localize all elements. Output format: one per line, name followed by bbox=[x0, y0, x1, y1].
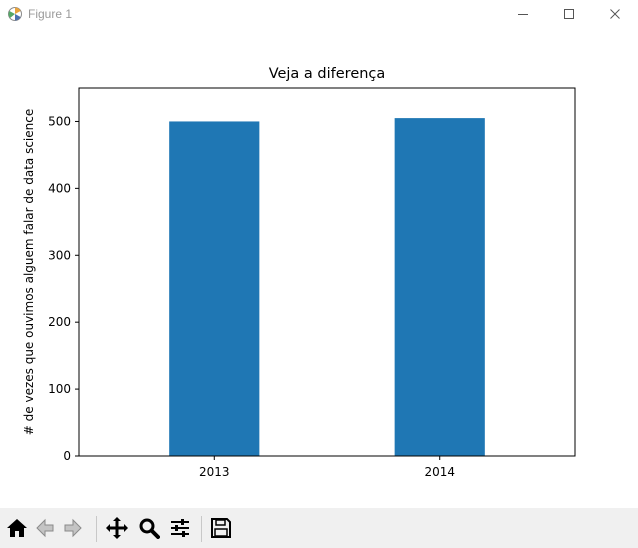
bar-2013 bbox=[169, 121, 260, 456]
maximize-button[interactable] bbox=[546, 0, 592, 28]
back-arrow-icon bbox=[36, 518, 54, 538]
zoom-icon bbox=[139, 518, 160, 539]
home-button[interactable] bbox=[4, 515, 30, 541]
navigation-toolbar bbox=[0, 508, 638, 548]
close-button[interactable] bbox=[592, 0, 638, 28]
back-button[interactable] bbox=[32, 515, 58, 541]
configure-subplots-button[interactable] bbox=[167, 515, 193, 541]
zoom-button[interactable] bbox=[136, 515, 162, 541]
home-icon bbox=[7, 519, 27, 537]
bars-group bbox=[169, 118, 485, 457]
toolbar-separator bbox=[96, 516, 97, 542]
window-titlebar: Figure 1 bbox=[0, 0, 638, 28]
toolbar-separator bbox=[201, 516, 202, 542]
minimize-button[interactable] bbox=[500, 0, 546, 28]
y-axis: 0 100 200 300 400 500 bbox=[48, 114, 79, 463]
bar-2014 bbox=[394, 118, 485, 457]
plot-frame bbox=[78, 87, 576, 457]
forward-arrow-icon bbox=[64, 518, 82, 538]
maximize-icon bbox=[564, 9, 574, 19]
close-icon bbox=[610, 9, 620, 19]
y-tick-label: 400 bbox=[48, 181, 71, 195]
y-tick-label: 100 bbox=[48, 382, 71, 396]
chart-title: Veja a diferença bbox=[269, 66, 386, 82]
figure-canvas[interactable]: 0 100 200 300 400 500 2013 2014 Veja a diferen… bbox=[0, 28, 638, 508]
pan-button[interactable] bbox=[104, 515, 130, 541]
y-tick-label: 0 bbox=[63, 449, 71, 463]
minimize-icon bbox=[518, 14, 528, 15]
configure-subplots-icon bbox=[171, 519, 189, 537]
save-icon bbox=[211, 518, 231, 538]
save-button[interactable] bbox=[208, 515, 234, 541]
x-tick-label: 2013 bbox=[199, 465, 230, 479]
window-title: Figure 1 bbox=[28, 7, 73, 21]
y-tick-label: 300 bbox=[48, 248, 71, 262]
pan-icon bbox=[106, 517, 128, 539]
bar-chart: 0 100 200 300 400 500 2013 2014 Veja a diferen… bbox=[22, 66, 576, 479]
y-tick-label: 200 bbox=[48, 315, 71, 329]
y-tick-label: 500 bbox=[48, 114, 71, 128]
x-tick-label: 2014 bbox=[424, 465, 455, 479]
matplotlib-logo-icon bbox=[8, 7, 22, 21]
y-axis-label: # de vezes que ouvimos alguem falar de d… bbox=[22, 109, 36, 435]
x-axis: 2013 2014 bbox=[199, 456, 455, 479]
forward-button[interactable] bbox=[60, 515, 86, 541]
